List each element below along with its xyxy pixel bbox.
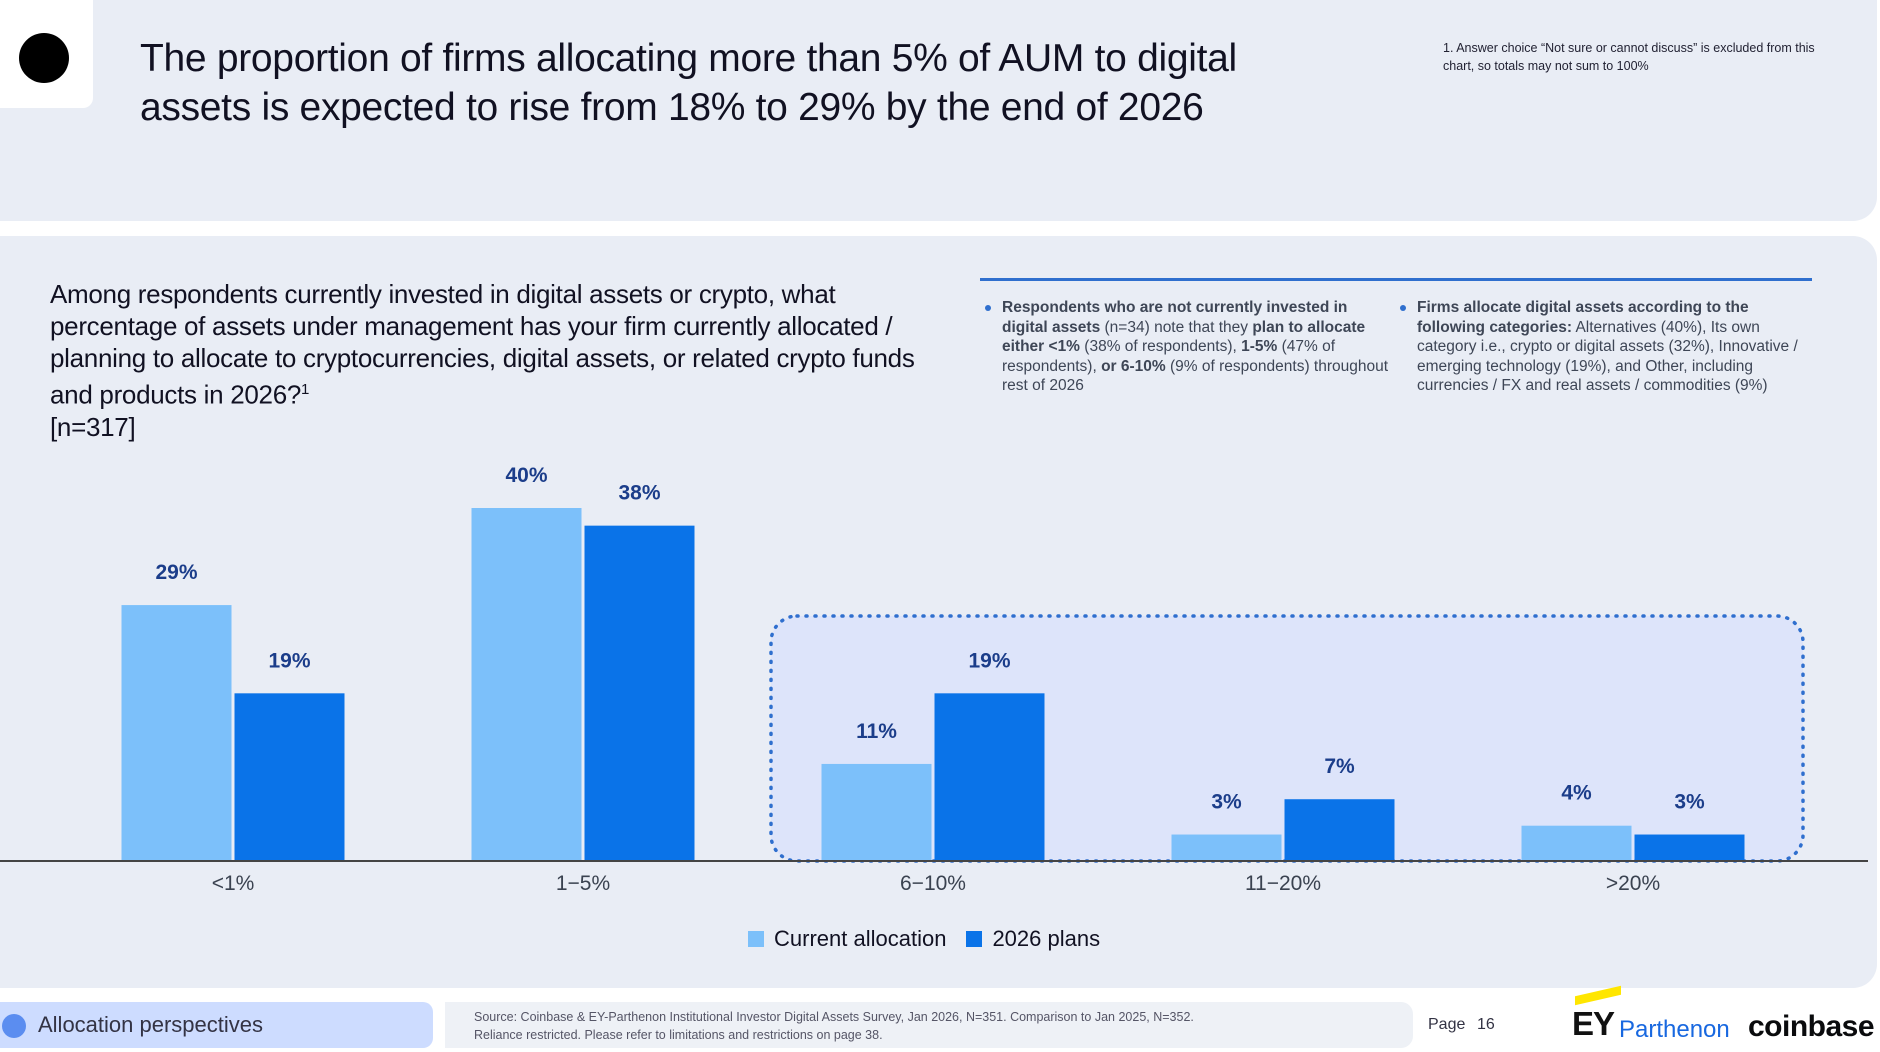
legend-item-current: Current allocation <box>748 926 946 952</box>
coinbase-logo: coinbase <box>1748 1010 1875 1043</box>
bar-plans <box>934 693 1045 861</box>
note-run: (38% of respondents), <box>1079 338 1242 355</box>
brand-dot-icon <box>19 33 69 83</box>
question-text: Among respondents currently invested in … <box>50 279 915 410</box>
note-categories: Firms allocate digital assets according … <box>1400 298 1817 396</box>
footnote: 1. Answer choice “Not sure or cannot dis… <box>1443 41 1815 73</box>
bar-current <box>1171 834 1282 861</box>
sample-size: [n=317] <box>50 411 136 442</box>
source-note: Source: Coinbase & EY-Parthenon Institut… <box>474 1008 1374 1044</box>
note-run: (9% of respondents) throughout rest of 2… <box>1002 357 1389 395</box>
data-label: 3% <box>1674 791 1705 814</box>
ey-beam-icon <box>1575 985 1621 1006</box>
bar-plans <box>584 525 695 861</box>
data-label: 3% <box>1211 791 1242 814</box>
legend-swatch-plans <box>966 931 983 947</box>
bar-plans <box>234 693 345 861</box>
ey-wordmark: EY <box>1572 1005 1615 1042</box>
note-emphasis: Respondents who are not currently invest… <box>1002 299 1348 336</box>
legend-label-plans: 2026 plans <box>992 926 1101 951</box>
data-label: 19% <box>268 649 310 672</box>
logo-tile <box>0 0 93 108</box>
legend-label-current: Current allocation <box>774 926 947 951</box>
note-run: (n=34) note that they <box>1100 318 1253 336</box>
bar-plans <box>1284 799 1395 861</box>
x-tick-label: 1−5% <box>556 872 610 895</box>
section-pill <box>0 1002 433 1048</box>
note-emphasis: 1-5% <box>1241 338 1278 355</box>
chart-legend: Current allocation 2026 plans <box>748 924 1100 954</box>
page-number: 16 <box>1477 1016 1495 1033</box>
bar-current <box>1521 825 1632 861</box>
x-tick-label: 11−20% <box>1245 872 1321 895</box>
question-footnote-mark: 1 <box>301 381 310 398</box>
data-label: 38% <box>618 482 660 505</box>
page-title: The proportion of firms allocating more … <box>140 37 1237 129</box>
ey-parthenon-logo: EY Parthenon <box>1572 985 1732 1045</box>
note-not-invested: Respondents who are not currently invest… <box>985 298 1396 396</box>
x-tick-label: 6−10% <box>900 872 966 895</box>
header-panel <box>0 0 1877 221</box>
data-label: 40% <box>505 464 547 487</box>
source-box <box>445 1002 1413 1048</box>
data-label: 29% <box>155 561 197 584</box>
note-text: Firms allocate digital assets according … <box>1417 299 1798 394</box>
note-run: (47% of respondents), <box>1002 338 1336 375</box>
notes-divider <box>980 278 1812 281</box>
bullet-icon <box>1400 305 1406 311</box>
bar-current <box>471 508 582 861</box>
bar-plans <box>1634 834 1745 861</box>
note-emphasis: plan to allocate either <1% <box>1002 318 1366 356</box>
note-emphasis: Firms allocate digital assets according … <box>1417 299 1749 336</box>
section-dot-icon <box>2 1014 26 1038</box>
data-label: 11% <box>856 720 897 743</box>
note-emphasis: or 6-10% <box>1101 357 1166 375</box>
data-label: 4% <box>1561 782 1592 805</box>
data-label: 7% <box>1324 755 1355 778</box>
bullet-icon <box>985 305 991 311</box>
section-label: Allocation perspectives <box>38 1012 264 1037</box>
page-label: Page <box>1428 1016 1466 1033</box>
note-run: Alternatives (40%), Its own category i.e… <box>1417 318 1798 395</box>
x-tick-label: >20% <box>1606 872 1660 895</box>
x-tick-label: <1% <box>212 872 255 895</box>
legend-swatch-current <box>748 931 764 947</box>
legend-item-plans: 2026 plans <box>966 926 1100 952</box>
bar-current <box>821 763 932 861</box>
survey-question: Among respondents currently invested in … <box>50 278 950 443</box>
note-text: Respondents who are not currently invest… <box>1002 299 1388 394</box>
source-line: Source: Coinbase & EY-Parthenon Institut… <box>474 1010 1194 1024</box>
parthenon-wordmark: Parthenon <box>1619 1016 1730 1043</box>
data-label: 19% <box>968 649 1010 672</box>
restriction-line: Reliance restricted. Please refer to lim… <box>474 1028 883 1042</box>
bar-current <box>121 605 232 861</box>
